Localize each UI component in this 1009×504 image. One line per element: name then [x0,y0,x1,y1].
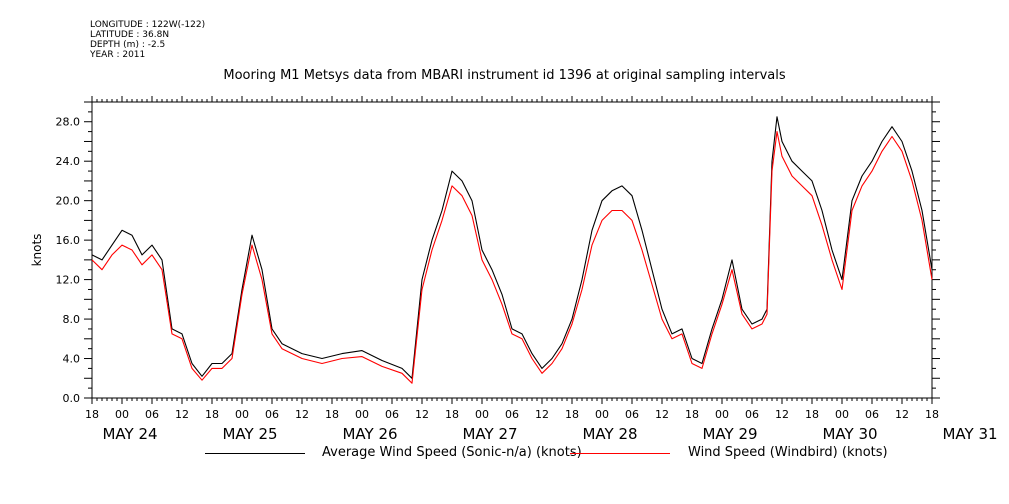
x-tick-label: 06 [865,408,879,421]
x-tick-label: 12 [295,408,309,421]
legend-label-windbird: Wind Speed (Windbird) (knots) [688,445,888,460]
y-tick-label: 20.0 [56,195,81,208]
labels-layer: 0.0 4.0 8.0 12.0 16.0 20.0 24.0 28.0 knots 18 00 06… [30,116,998,443]
y-tick-label: 12.0 [56,274,81,287]
station-metadata: LONGITUDE : 122W(-122) LATITUDE : 36.8N … [90,20,205,60]
legend-label-sonic: Average Wind Speed (Sonic-n/a) (knots) [322,445,582,460]
x-tick-label: 06 [625,408,639,421]
x-date-label: MAY 30 [822,425,877,443]
meta-latitude: LATITUDE : 36.8N [90,30,170,40]
x-tick-label: 12 [175,408,189,421]
x-tick-label: 00 [235,408,249,421]
x-tick-label: 18 [445,408,459,421]
x-date-label: MAY 25 [222,425,277,443]
y-tick-label: 0.0 [63,392,81,405]
x-tick-label: 00 [835,408,849,421]
y-tick-label: 8.0 [63,313,81,326]
y-tick-label: 16.0 [56,234,81,247]
axes-layer [84,96,940,404]
x-tick-label: 06 [745,408,759,421]
meta-depth: DEPTH (m) : -2.5 [90,40,166,50]
x-tick-label: 12 [895,408,909,421]
series-layer [91,116,933,384]
x-date-label: MAY 24 [102,425,157,443]
legend-swatch-sonic [205,453,305,454]
x-date-label: MAY 29 [702,425,757,443]
x-date-label: MAY 28 [582,425,637,443]
x-tick-label: 06 [145,408,159,421]
x-date-label: MAY 27 [462,425,517,443]
meta-longitude: LONGITUDE : 122W(-122) [90,20,206,30]
x-tick-label: 18 [565,408,579,421]
y-tick-label: 28.0 [56,116,81,129]
x-tick-label: 18 [925,408,939,421]
x-tick-label: 18 [85,408,99,421]
x-tick-label: 00 [115,408,129,421]
x-tick-label: 18 [805,408,819,421]
legend-swatch-windbird [570,453,670,454]
x-tick-label: 12 [775,408,789,421]
x-tick-label: 00 [355,408,369,421]
series-line-sonic [91,116,933,379]
chart-title: Mooring M1 Metsys data from MBARI instru… [223,68,786,83]
x-tick-label: 18 [685,408,699,421]
x-date-label: MAY 31 [942,425,997,443]
x-tick-label: 00 [715,408,729,421]
x-tick-label: 06 [385,408,399,421]
meta-year: YEAR : 2011 [90,50,146,60]
x-tick-label: 12 [535,408,549,421]
x-tick-label: 12 [655,408,669,421]
x-tick-label: 00 [595,408,609,421]
plot-frame [91,101,933,399]
x-tick-label: 18 [325,408,339,421]
x-tick-label: 06 [265,408,279,421]
y-tick-label: 24.0 [56,155,81,168]
x-date-label: MAY 26 [342,425,397,443]
x-tick-label: 18 [205,408,219,421]
series-line-windbird [91,131,933,384]
x-tick-label: 00 [475,408,489,421]
y-tick-label: 4.0 [63,353,81,366]
legend: Average Wind Speed (Sonic-n/a) (knots) W… [0,445,1009,465]
x-tick-label: 06 [505,408,519,421]
y-axis-label: knots [30,234,44,267]
x-tick-label: 12 [415,408,429,421]
